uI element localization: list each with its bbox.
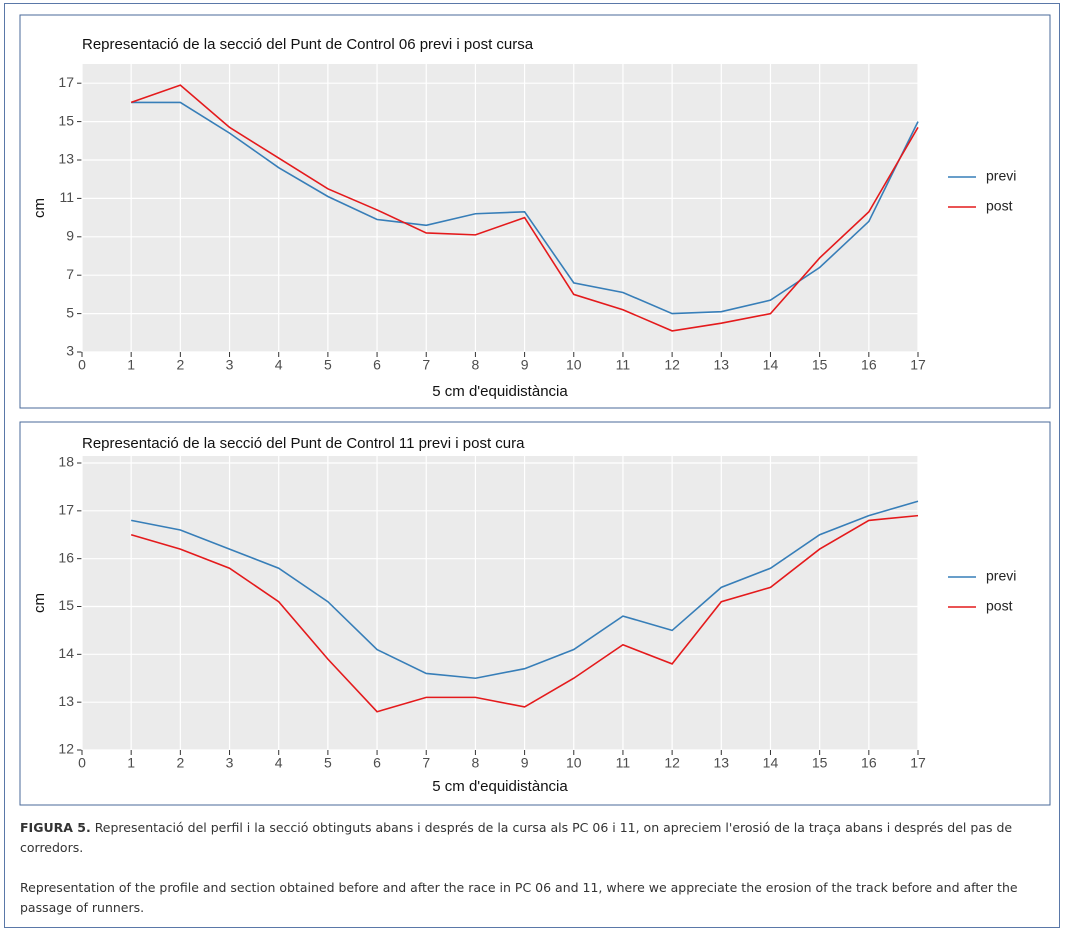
x-tick-label: 1	[127, 357, 135, 373]
y-tick-label: 13	[58, 693, 74, 709]
chart-title: Representació de la secció del Punt de C…	[82, 435, 525, 452]
x-tick-label: 5	[324, 357, 332, 373]
x-tick-label: 14	[763, 357, 779, 373]
x-tick-label: 13	[714, 357, 730, 373]
data-line	[131, 101, 919, 315]
figure-frame	[4, 3, 1060, 928]
panel	[82, 64, 918, 352]
x-tick-label: 7	[422, 357, 430, 373]
y-tick-label: 16	[58, 549, 74, 565]
data-line	[130, 84, 919, 332]
y-tick-label: 15	[58, 112, 74, 128]
caption: FIGURA 5. Representació del perfil i la …	[20, 818, 1050, 858]
x-tick-label: 4	[275, 755, 283, 771]
x-tick-label: 8	[472, 755, 480, 771]
y-axis-title: cm	[31, 593, 48, 613]
legend-label: previ	[986, 568, 1016, 584]
y-tick-label: 9	[66, 228, 74, 244]
x-tick-label: 2	[176, 755, 184, 771]
x-tick-label: 1	[127, 755, 135, 771]
y-tick-label: 11	[59, 189, 74, 205]
legend-label: post	[986, 598, 1013, 614]
x-tick-label: 16	[861, 755, 877, 771]
y-tick-label: 13	[58, 151, 74, 167]
caption-text: Representació del perfil i la secció obt…	[20, 820, 1013, 855]
x-tick-label: 15	[812, 755, 828, 771]
x-tick-label: 11	[616, 755, 631, 771]
y-tick-label: 15	[58, 597, 74, 613]
data-line	[130, 514, 919, 713]
x-tick-label: 15	[812, 357, 828, 373]
x-tick-label: 9	[521, 755, 529, 771]
x-tick-label: 3	[226, 755, 234, 771]
x-tick-label: 9	[521, 357, 529, 373]
x-tick-label: 0	[78, 755, 86, 771]
y-tick-label: 7	[66, 266, 74, 282]
x-tick-label: 13	[714, 755, 730, 771]
y-tick-label: 5	[66, 304, 74, 320]
y-tick-label: 12	[58, 741, 74, 757]
x-tick-label: 17	[910, 755, 926, 771]
caption-translation: Representation of the profile and sectio…	[20, 880, 1018, 915]
y-tick-label: 17	[58, 502, 74, 518]
x-tick-label: 10	[566, 357, 582, 373]
x-tick-label: 6	[373, 755, 381, 771]
x-tick-label: 7	[422, 755, 430, 771]
y-axis-title: cm	[31, 198, 48, 218]
charts: Representació de la secció del Punt de C…	[19, 14, 1051, 806]
y-tick-label: 18	[58, 454, 74, 470]
caption-label: FIGURA 5.	[20, 820, 91, 835]
legend-label: previ	[986, 168, 1016, 184]
x-axis-title: 5 cm d'equidistància	[432, 383, 568, 400]
chart-title: Representació de la secció del Punt de C…	[82, 36, 534, 53]
x-tick-label: 8	[472, 357, 480, 373]
x-tick-label: 14	[763, 755, 779, 771]
data-line	[131, 500, 919, 680]
x-tick-label: 3	[226, 357, 234, 373]
x-tick-label: 10	[566, 755, 582, 771]
x-tick-label: 16	[861, 357, 877, 373]
x-tick-label: 0	[78, 357, 86, 373]
x-tick-label: 5	[324, 755, 332, 771]
legend-label: post	[986, 198, 1013, 214]
x-axis-title: 5 cm d'equidistància	[432, 778, 568, 795]
x-tick-label: 4	[275, 357, 283, 373]
x-tick-label: 6	[373, 357, 381, 373]
x-tick-label: 17	[910, 357, 926, 373]
panel	[82, 456, 918, 750]
y-tick-label: 3	[66, 343, 74, 359]
x-tick-label: 12	[664, 357, 680, 373]
y-tick-label: 14	[58, 645, 74, 661]
x-tick-label: 12	[664, 755, 680, 771]
x-tick-label: 11	[616, 357, 631, 373]
y-tick-label: 17	[58, 74, 74, 90]
x-tick-label: 2	[176, 357, 184, 373]
